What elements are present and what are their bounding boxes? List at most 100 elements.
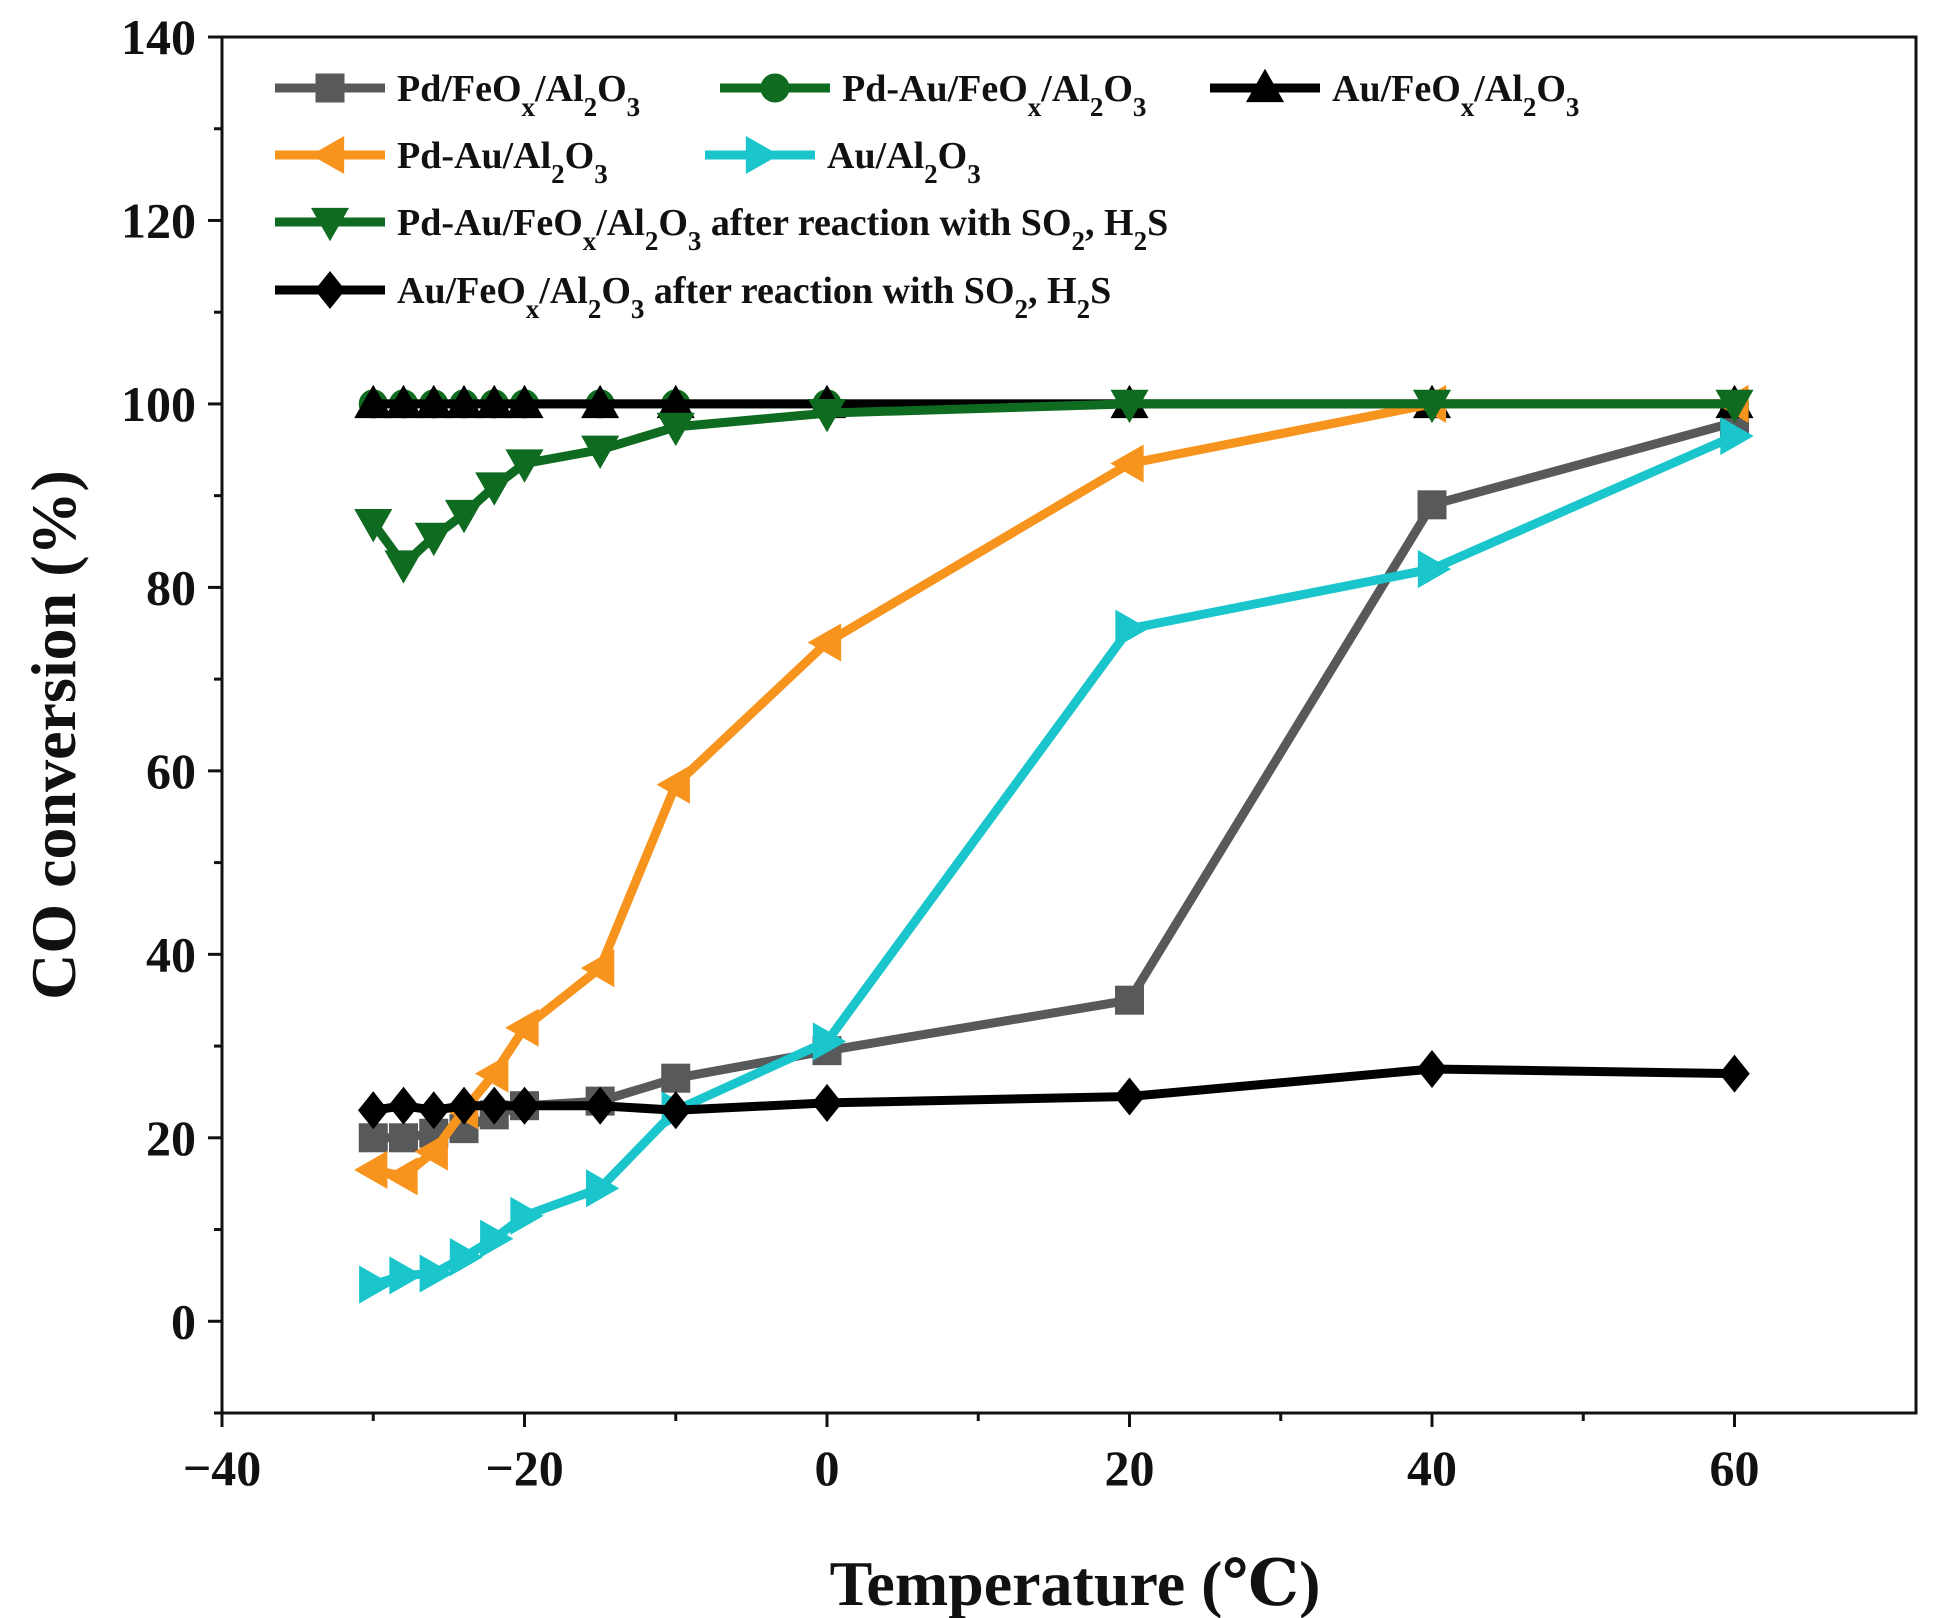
x-axis-title: Temperature (℃) xyxy=(830,1548,1321,1618)
data-point xyxy=(475,472,514,506)
x-tick-label: −40 xyxy=(183,1440,262,1496)
y-tick-label: 60 xyxy=(146,743,196,799)
y-tick-label: 0 xyxy=(171,1293,196,1349)
legend-marker xyxy=(314,270,346,310)
data-point xyxy=(1719,1054,1750,1093)
series-6 xyxy=(354,389,1754,584)
legend-entry-1: Pd/FeOx/Al2O3 xyxy=(275,68,640,122)
data-point xyxy=(812,1022,847,1061)
data-point xyxy=(1417,549,1452,589)
legend-entry-4: Pd-Au/Al2O3 xyxy=(275,135,608,189)
data-point xyxy=(389,1123,418,1153)
data-point xyxy=(1720,416,1754,456)
data-point xyxy=(384,550,423,584)
data-point xyxy=(581,435,620,470)
y-tick-label: 40 xyxy=(146,926,196,982)
y-tick-label: 120 xyxy=(121,192,196,248)
data-point xyxy=(359,1265,393,1304)
y-tick-label: 20 xyxy=(146,1110,196,1166)
data-point xyxy=(354,384,393,419)
data-point xyxy=(656,765,690,804)
y-tick-label: 100 xyxy=(121,376,196,432)
data-point xyxy=(388,1086,419,1125)
data-point xyxy=(358,1091,389,1130)
y-axis: 0 20 40 60 80 100 120 140 xyxy=(121,9,222,1415)
y-tick-label: 140 xyxy=(121,9,196,65)
plot-frame xyxy=(220,35,1918,1415)
data-point xyxy=(580,949,615,988)
data-point xyxy=(414,1132,448,1171)
data-point xyxy=(509,1086,540,1125)
data-point xyxy=(1110,444,1144,483)
legend-label: Pd-Au/FeOx/Al2O3 after reaction with SO2… xyxy=(397,202,1168,256)
data-point xyxy=(1115,609,1149,648)
data-point xyxy=(1114,1077,1145,1116)
data-point xyxy=(656,412,695,447)
data-point xyxy=(1416,1049,1448,1089)
data-point xyxy=(660,1091,691,1130)
x-tick-label: 60 xyxy=(1710,1440,1760,1496)
data-point xyxy=(581,384,620,419)
legend-entry-3: Au/FeOx/Al2O3 xyxy=(1210,68,1579,122)
x-tick-label: 0 xyxy=(815,1440,840,1496)
data-point xyxy=(505,384,544,419)
legend: Pd/FeOx/Al2O3 Pd-Au/FeOx/Al2O3 Au/FeOx/Al2… xyxy=(275,68,1579,324)
data-point xyxy=(661,1063,691,1093)
data-point xyxy=(389,1256,423,1295)
legend-entry-2: Pd-Au/FeOx/Al2O3 xyxy=(720,68,1146,122)
legend-marker xyxy=(1245,68,1285,103)
data-point xyxy=(384,384,423,419)
data-point xyxy=(1417,490,1447,520)
data-point xyxy=(448,1086,480,1125)
legend-entry-5: Au/Al2O3 xyxy=(705,135,981,189)
data-point xyxy=(505,1008,539,1047)
legend-label: Au/FeOx/Al2O3 after reaction with SO2, H… xyxy=(397,270,1111,324)
legend-marker xyxy=(760,73,790,103)
data-point xyxy=(384,1157,418,1196)
series-layer xyxy=(354,384,1754,1304)
series-7 xyxy=(358,1049,1750,1130)
data-point xyxy=(505,449,544,483)
data-point xyxy=(444,384,484,419)
legend-entry-6: Pd-Au/FeOx/Al2O3 after reaction with SO2… xyxy=(275,202,1168,256)
data-point xyxy=(480,1219,514,1258)
series-5 xyxy=(359,416,1754,1304)
data-point xyxy=(585,1169,620,1208)
data-point xyxy=(414,384,453,419)
data-point xyxy=(475,384,514,419)
legend-marker xyxy=(315,73,345,103)
data-point xyxy=(418,1091,449,1130)
legend-label: Au/FeOx/Al2O3 xyxy=(1332,68,1579,122)
y-axis-title: CO conversion (%) xyxy=(18,470,89,1000)
data-point xyxy=(354,509,393,543)
data-point xyxy=(1115,985,1144,1015)
data-point xyxy=(414,522,453,557)
x-axis: −40 −20 0 20 40 60 xyxy=(183,1413,1760,1496)
data-point xyxy=(807,398,847,433)
legend-marker xyxy=(310,135,345,175)
legend-label: Pd-Au/FeOx/Al2O3 xyxy=(842,68,1146,122)
data-point xyxy=(1110,389,1149,424)
x-tick-label: 20 xyxy=(1105,1440,1155,1496)
data-point xyxy=(811,1083,843,1122)
data-point xyxy=(1412,389,1452,424)
data-point xyxy=(354,1150,388,1189)
data-point xyxy=(479,1086,510,1125)
legend-marker xyxy=(745,135,780,175)
data-point xyxy=(444,499,484,534)
legend-marker xyxy=(310,207,350,242)
legend-entry-7: Au/FeOx/Al2O3 after reaction with SO2, H… xyxy=(275,270,1111,324)
data-point xyxy=(475,1054,509,1093)
data-point xyxy=(510,1196,544,1235)
x-tick-label: 40 xyxy=(1407,1440,1457,1496)
data-point xyxy=(449,1237,484,1277)
y-tick-label: 80 xyxy=(146,559,196,615)
legend-label: Pd-Au/Al2O3 xyxy=(397,135,608,189)
x-tick-label: −20 xyxy=(485,1440,564,1496)
legend-label: Pd/FeOx/Al2O3 xyxy=(397,68,640,122)
data-point xyxy=(807,623,842,662)
data-point xyxy=(584,1086,616,1125)
plot-area xyxy=(220,35,1918,1415)
